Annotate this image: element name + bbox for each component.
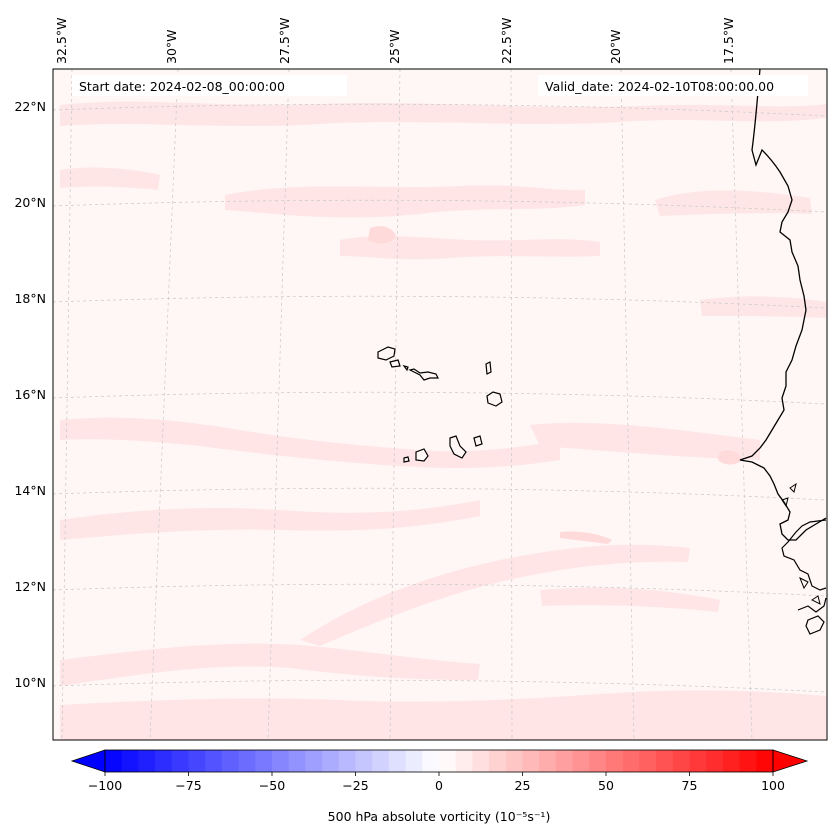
colorbar-cell: [555, 750, 574, 772]
island-brava: [403, 456, 410, 463]
colorbar-cell: [639, 750, 657, 772]
colorbar-cell: [155, 750, 173, 772]
colorbar-cell: [539, 750, 557, 772]
valid-date-box: [538, 75, 808, 96]
colorbar-tick-label: 100: [761, 778, 785, 793]
vorticity-field: [60, 101, 826, 740]
map-frame: [52, 68, 828, 741]
colorbar-cell: [355, 750, 373, 772]
lon-label-22-5w: 22.5°W: [499, 18, 514, 64]
colorbar-cell: [439, 750, 457, 772]
colorbar-extend-high: [772, 749, 809, 773]
colorbar-tick-label: 50: [598, 778, 614, 793]
colorbar-cell: [188, 750, 206, 772]
lon-label-25w: 25°W: [387, 29, 402, 64]
colorbar-ticks: −100 −75 −50 −25 0 25 50 75 100: [88, 772, 785, 793]
start-date-box: [72, 75, 347, 96]
valid-date-text: Valid_date: 2024-02-10T08:00:00.00: [545, 79, 774, 94]
lat-label-20n: 20°N: [14, 195, 46, 210]
colorbar-cell: [372, 750, 390, 772]
island-santa-luzia: [402, 365, 409, 372]
colorbar-cell: [489, 750, 507, 772]
colorbar-cell: [522, 750, 540, 772]
africa-coastline: [739, 68, 827, 541]
island-santo-antao: [377, 346, 396, 361]
bijagos-islands: [781, 482, 821, 605]
island-sao-vicente: [389, 359, 401, 368]
colorbar-cell: [105, 750, 123, 772]
colorbar-cell: [689, 750, 707, 772]
longitude-labels: 32.5°W 30°W 27.5°W 25°W 22.5°W 20°W 17.5…: [54, 18, 736, 64]
colorbar-tick-label: 75: [682, 778, 698, 793]
colorbar-cell: [455, 750, 473, 772]
colorbar-cell: [238, 750, 256, 772]
latitude-labels: 22°N 20°N 18°N 16°N 14°N 12°N 10°N: [14, 99, 46, 690]
island-maio: [473, 435, 483, 447]
colorbar-cell: [505, 750, 524, 772]
colorbar-cell: [722, 750, 741, 772]
colorbar-cell: [221, 750, 240, 772]
africa-coastline-south: [781, 519, 827, 635]
colorbar-cell: [205, 750, 223, 772]
lon-label-20w: 20°W: [608, 29, 623, 64]
colorbar-cell: [138, 750, 156, 772]
colorbar-cell: [171, 750, 190, 772]
lat-label-16n: 16°N: [14, 387, 46, 402]
map-panel: Start date: 2024-02-08_00:00:00 Valid_da…: [52, 68, 828, 741]
lon-label-30w: 30°W: [164, 29, 179, 64]
island-sal: [485, 361, 492, 375]
colorbar-label: 500 hPa absolute vorticity (10⁻⁵s⁻¹): [328, 809, 551, 824]
colorbar-cell: [656, 750, 674, 772]
lat-label-14n: 14°N: [14, 483, 46, 498]
colorbar-cell: [288, 750, 306, 772]
colorbar-cells: [105, 750, 774, 772]
colorbar-cell: [572, 750, 590, 772]
map-background: [53, 69, 827, 740]
colorbar-cell: [422, 750, 440, 772]
colorbar-cell: [388, 750, 407, 772]
lat-label-18n: 18°N: [14, 291, 46, 306]
colorbar-extend-low: [70, 749, 106, 773]
lon-label-17-5w: 17.5°W: [721, 18, 736, 64]
colorbar-cell: [405, 750, 423, 772]
colorbar-tick-label: −100: [88, 778, 122, 793]
colorbar-cell: [255, 750, 273, 772]
colorbar-cell: [472, 750, 490, 772]
colorbar-cell: [589, 750, 607, 772]
graticule: [52, 68, 827, 741]
lat-label-10n: 10°N: [14, 675, 46, 690]
colorbar-tick-label: −25: [342, 778, 368, 793]
colorbar-cell: [305, 750, 323, 772]
colorbar-cell: [622, 750, 640, 772]
colorbar: −100 −75 −50 −25 0 25 50 75 100 500 hPa absolute…: [70, 749, 809, 824]
start-date-text: Start date: 2024-02-08_00:00:00: [79, 79, 285, 94]
colorbar-cell: [322, 750, 340, 772]
island-sao-nicolau: [408, 368, 439, 381]
colorbar-cell: [338, 750, 357, 772]
colorbar-tick-label: 25: [515, 778, 531, 793]
cape-verde-islands: [377, 346, 503, 463]
colorbar-cell: [121, 750, 139, 772]
island-boa-vista: [486, 391, 503, 407]
colorbar-cell: [672, 750, 691, 772]
colorbar-cell: [756, 750, 774, 772]
lat-label-22n: 22°N: [14, 99, 46, 114]
lon-label-27-5w: 27.5°W: [277, 18, 292, 64]
island-fogo: [415, 448, 429, 462]
colorbar-cell: [272, 750, 290, 772]
lon-label-32-5w: 32.5°W: [54, 18, 69, 64]
colorbar-tick-label: 0: [435, 778, 443, 793]
colorbar-cell: [606, 750, 624, 772]
lat-label-12n: 12°N: [14, 579, 46, 594]
island-santiago: [449, 435, 467, 459]
colorbar-tick-label: −50: [259, 778, 285, 793]
colorbar-tick-label: −75: [175, 778, 201, 793]
colorbar-cell: [739, 750, 757, 772]
colorbar-cell: [706, 750, 724, 772]
